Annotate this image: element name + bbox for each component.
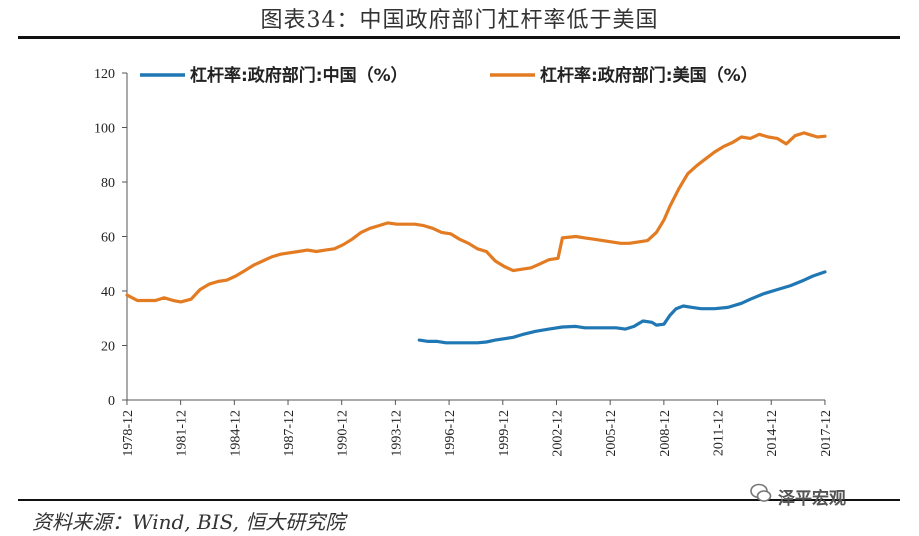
x-tick-label: 1987-12: [282, 410, 297, 457]
watermark: 泽平宏观: [778, 489, 846, 509]
legend-label: 杠杆率:政府部门:美国（%）: [540, 65, 758, 86]
x-tick-label: 1999-12: [497, 410, 512, 457]
x-tick-label: 2014-12: [765, 410, 780, 457]
y-tick-label: 40: [101, 285, 115, 300]
x-tick-label: 1978-12: [121, 410, 136, 457]
chart-title: 图表34：中国政府部门杠杆率低于美国: [260, 8, 659, 33]
x-tick-label: 1993-12: [389, 410, 404, 457]
legend-label: 杠杆率:政府部门:中国（%）: [190, 65, 408, 86]
x-tick-label: 2002-12: [550, 410, 565, 457]
y-tick-label: 0: [108, 394, 115, 409]
line-chart: 0 20 40 60 80 100 120 1978-12 1981-12 1984-12 198…: [94, 65, 834, 457]
y-tick-label: 100: [94, 122, 115, 137]
y-tick-label: 120: [94, 67, 115, 82]
series-line-1: [125, 131, 827, 304]
x-tick-label: 2005-12: [604, 410, 619, 457]
x-tick-label: 2017-12: [819, 410, 834, 457]
x-tick-label: 1990-12: [336, 410, 351, 457]
x-axis: 1978-12 1981-12 1984-12 1987-12 1990-12 1993-…: [121, 399, 834, 457]
legend: 杠杆率:政府部门:中国（%） 杠杆率:政府部门:美国（%）: [140, 65, 758, 86]
y-tick-label: 60: [101, 231, 115, 246]
series-layer: [125, 131, 827, 345]
series-line-0: [417, 270, 827, 345]
y-tick-label: 20: [101, 340, 115, 355]
footer-divider: [18, 499, 900, 501]
x-tick-label: 2008-12: [658, 410, 673, 457]
y-axis: 0 20 40 60 80 100 120: [94, 67, 128, 409]
source-note: 资料来源：Wind, BIS, 恒大研究院: [32, 510, 346, 534]
y-tick-label: 80: [101, 176, 115, 191]
x-tick-label: 1996-12: [443, 410, 458, 457]
wechat-icon: [750, 483, 772, 502]
x-tick-label: 2011-12: [712, 410, 727, 456]
x-tick-label: 1984-12: [228, 410, 243, 457]
x-tick-label: 1981-12: [175, 410, 190, 457]
title-divider: [18, 36, 900, 39]
